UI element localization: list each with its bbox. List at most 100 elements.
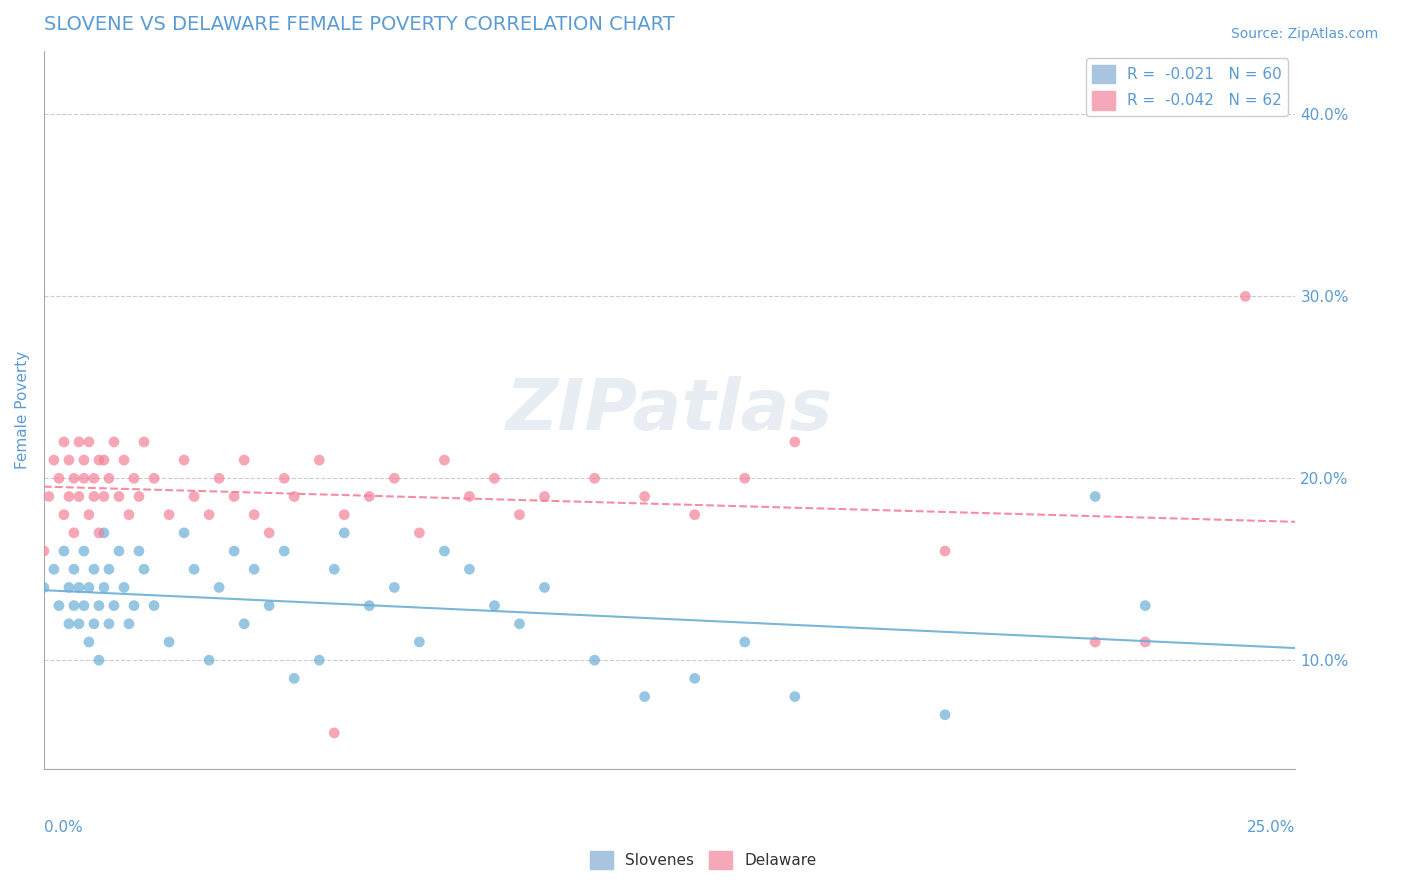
Point	[122, 471, 145, 485]
Point	[173, 525, 195, 540]
Text: ZIPatlas: ZIPatlas	[506, 376, 834, 444]
Point	[323, 562, 346, 576]
Point	[508, 616, 530, 631]
Point	[77, 581, 100, 595]
Point	[52, 434, 75, 449]
Point	[108, 544, 131, 558]
Point	[934, 544, 956, 558]
Point	[273, 544, 295, 558]
Point	[783, 434, 806, 449]
Point	[83, 490, 105, 504]
Point	[308, 453, 330, 467]
Point	[533, 581, 555, 595]
Point	[333, 508, 356, 522]
Point	[132, 562, 155, 576]
Point	[143, 471, 166, 485]
Point	[633, 490, 655, 504]
Point	[208, 581, 231, 595]
Point	[633, 690, 655, 704]
Point	[183, 562, 205, 576]
Point	[183, 490, 205, 504]
Point	[458, 562, 481, 576]
Point	[103, 599, 125, 613]
Point	[93, 453, 115, 467]
Y-axis label: Female Poverty: Female Poverty	[15, 351, 30, 469]
Point	[157, 635, 180, 649]
Point	[382, 471, 405, 485]
Point	[83, 562, 105, 576]
Point	[198, 653, 221, 667]
Point	[93, 525, 115, 540]
Point	[233, 616, 256, 631]
Legend: Slovenes, Delaware: Slovenes, Delaware	[583, 845, 823, 875]
Point	[198, 508, 221, 522]
Point	[63, 562, 86, 576]
Point	[243, 562, 266, 576]
Point	[408, 635, 430, 649]
Point	[73, 544, 96, 558]
Point	[157, 508, 180, 522]
Point	[67, 616, 90, 631]
Point	[283, 672, 305, 686]
Point	[83, 471, 105, 485]
Point	[1234, 289, 1257, 303]
Point	[98, 471, 121, 485]
Point	[323, 726, 346, 740]
Point	[734, 635, 756, 649]
Point	[48, 599, 70, 613]
Point	[257, 525, 280, 540]
Point	[48, 471, 70, 485]
Point	[458, 490, 481, 504]
Legend: R =  -0.021   N = 60, R =  -0.042   N = 62: R = -0.021 N = 60, R = -0.042 N = 62	[1085, 59, 1288, 116]
Point	[128, 544, 150, 558]
Point	[308, 653, 330, 667]
Point	[128, 490, 150, 504]
Point	[224, 544, 246, 558]
Point	[208, 471, 231, 485]
Point	[112, 453, 135, 467]
Point	[52, 508, 75, 522]
Point	[87, 525, 110, 540]
Point	[83, 616, 105, 631]
Point	[63, 525, 86, 540]
Point	[73, 599, 96, 613]
Point	[42, 562, 65, 576]
Point	[67, 581, 90, 595]
Point	[73, 453, 96, 467]
Point	[243, 508, 266, 522]
Point	[63, 599, 86, 613]
Point	[533, 490, 555, 504]
Point	[583, 653, 606, 667]
Point	[484, 471, 506, 485]
Text: SLOVENE VS DELAWARE FEMALE POVERTY CORRELATION CHART: SLOVENE VS DELAWARE FEMALE POVERTY CORRE…	[44, 15, 675, 34]
Point	[52, 544, 75, 558]
Point	[38, 490, 60, 504]
Point	[734, 471, 756, 485]
Point	[87, 599, 110, 613]
Point	[683, 508, 706, 522]
Point	[63, 471, 86, 485]
Point	[683, 672, 706, 686]
Point	[112, 581, 135, 595]
Point	[257, 599, 280, 613]
Point	[32, 544, 55, 558]
Point	[58, 616, 80, 631]
Point	[98, 562, 121, 576]
Point	[143, 599, 166, 613]
Point	[118, 616, 141, 631]
Point	[359, 490, 381, 504]
Point	[1084, 490, 1107, 504]
Point	[382, 581, 405, 595]
Point	[1135, 599, 1157, 613]
Point	[118, 508, 141, 522]
Point	[273, 471, 295, 485]
Point	[433, 453, 456, 467]
Point	[32, 581, 55, 595]
Point	[67, 490, 90, 504]
Point	[333, 525, 356, 540]
Point	[224, 490, 246, 504]
Point	[58, 453, 80, 467]
Point	[77, 434, 100, 449]
Point	[132, 434, 155, 449]
Point	[98, 616, 121, 631]
